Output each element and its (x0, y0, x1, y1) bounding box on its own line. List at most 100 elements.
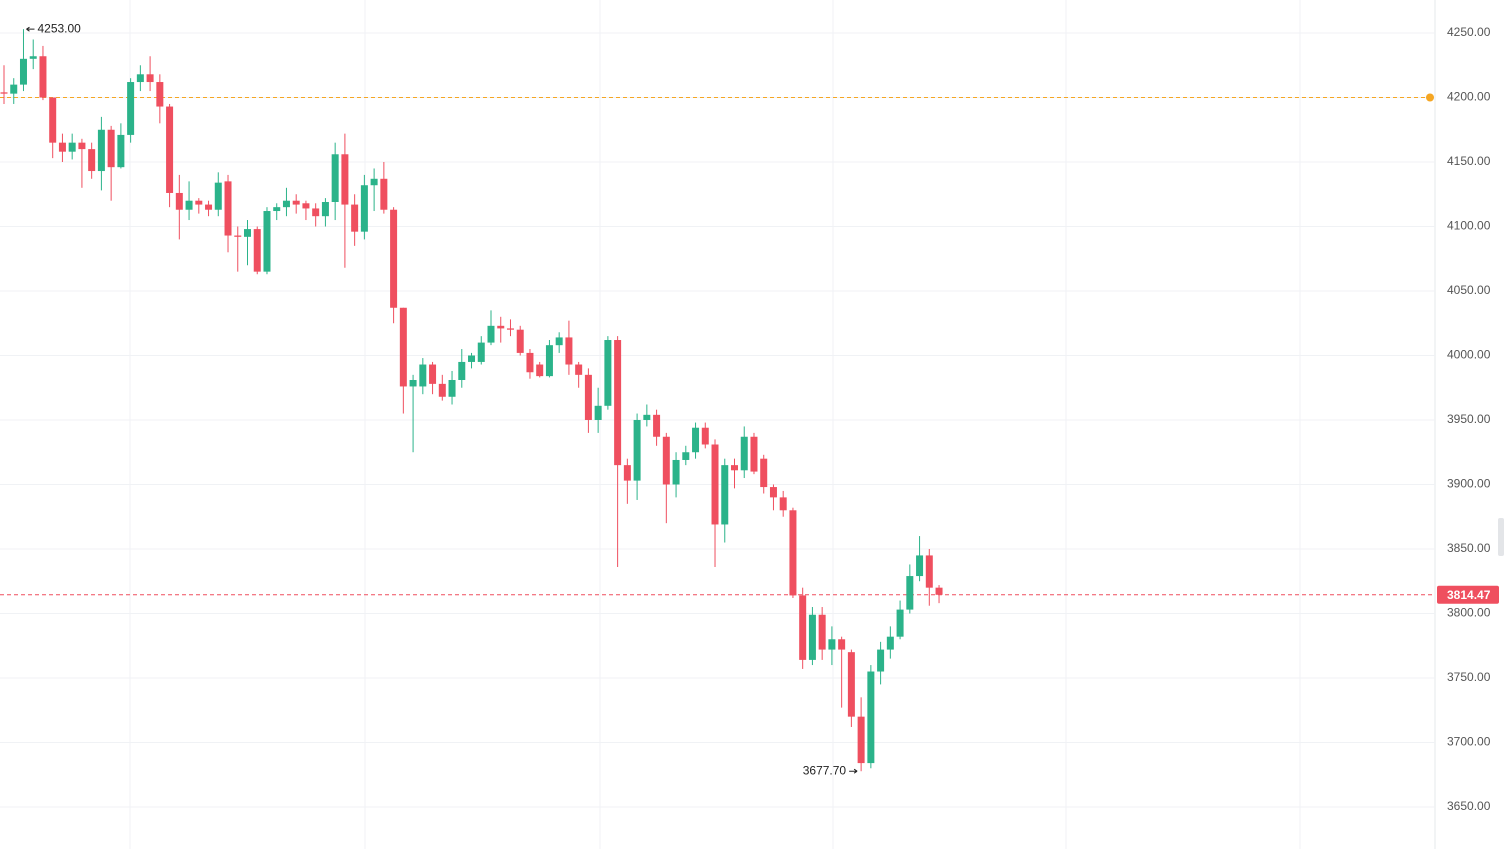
candle-body (0, 92, 8, 94)
high-marker-label: 4253.00 (37, 21, 81, 35)
low-arrow (849, 768, 858, 774)
candle-body (536, 364, 544, 377)
candle-body (672, 459, 680, 485)
y-tick-label: 4050.00 (1447, 283, 1491, 297)
y-tick-label: 4150.00 (1447, 154, 1491, 168)
candle-body (292, 200, 300, 205)
candle-body (136, 74, 144, 83)
candle-body (68, 142, 76, 152)
candle-body (448, 379, 456, 397)
candle-body (857, 716, 865, 764)
candle-body (818, 614, 826, 650)
candle-body (88, 149, 96, 172)
candle-body (438, 383, 446, 397)
candle-body (516, 329, 524, 353)
candle-body (604, 340, 612, 406)
candle-body (234, 235, 242, 237)
candle-body (565, 337, 573, 365)
candle-body (769, 487, 777, 498)
candle-body (127, 82, 135, 135)
candle-body (97, 129, 105, 172)
candle-body (584, 374, 592, 420)
candle-body (750, 436, 758, 472)
candle-body (224, 181, 232, 236)
candle-body (302, 203, 310, 209)
candle-body (623, 465, 631, 481)
y-tick-label: 4200.00 (1447, 90, 1491, 104)
candle-body (506, 328, 514, 330)
candle-body (886, 636, 894, 650)
candle-body (321, 201, 329, 217)
candle-body (19, 58, 27, 85)
candle-body (351, 204, 359, 232)
candle-body (614, 340, 622, 466)
y-tick-label: 3650.00 (1447, 799, 1491, 813)
candle-body (390, 209, 398, 308)
candle-body (341, 154, 349, 205)
y-tick-label: 3850.00 (1447, 541, 1491, 555)
candle-body (633, 419, 641, 481)
y-tick-label: 3800.00 (1447, 606, 1491, 620)
candle-body (497, 325, 505, 329)
candle-body (877, 649, 885, 672)
candle-body (107, 129, 115, 168)
candle-body (789, 510, 797, 596)
candle-body (594, 405, 602, 420)
candle-body (838, 639, 846, 650)
candle-body (195, 200, 203, 205)
y-tick-label: 4000.00 (1447, 348, 1491, 362)
candle-body (906, 576, 914, 610)
candle-body (78, 142, 86, 150)
y-tick-label: 4250.00 (1447, 25, 1491, 39)
candle-body (380, 178, 388, 210)
side-handle[interactable] (1498, 518, 1504, 556)
candle-body (925, 555, 933, 588)
candle-body (263, 211, 271, 272)
candle-body (360, 185, 368, 232)
candle-body (253, 229, 261, 272)
candle-body (477, 342, 485, 362)
candle-body (662, 436, 670, 485)
candle-body (740, 436, 748, 471)
candle-body (711, 444, 719, 525)
candle-body (760, 458, 768, 488)
y-tick-label: 3950.00 (1447, 412, 1491, 426)
candle-body (526, 352, 534, 373)
candle-body (731, 465, 738, 471)
candle-body (643, 414, 651, 420)
candle-body (49, 97, 57, 143)
last-price-label: 3814.47 (1447, 588, 1491, 602)
candle-body (575, 364, 583, 375)
candle-body (867, 671, 875, 764)
candle-body (828, 639, 836, 650)
last-price-badge (1437, 585, 1499, 604)
y-tick-label: 3700.00 (1447, 735, 1491, 749)
candle-body (214, 182, 222, 210)
y-tick-label: 3750.00 (1447, 670, 1491, 684)
candle-body (282, 200, 290, 208)
candle-body (701, 427, 709, 445)
candle-body (185, 200, 193, 210)
candle-body (273, 207, 281, 212)
candle-body (468, 355, 476, 362)
candle-body (555, 337, 563, 346)
candle-body (58, 142, 66, 152)
candle-body (545, 345, 553, 377)
low-marker-label: 3677.70 (803, 763, 847, 777)
candle-body (419, 364, 427, 387)
candle-body (409, 379, 417, 387)
candle-body (156, 82, 164, 107)
candle-body (847, 652, 855, 717)
vertical-grid (129, 0, 1301, 849)
candle-body (721, 465, 729, 525)
candle-body (166, 106, 174, 193)
candle-body (370, 178, 378, 186)
candle-body (487, 325, 495, 343)
candle-body (799, 595, 807, 660)
candle-body (175, 192, 183, 210)
candle-body (682, 452, 690, 460)
y-tick-label: 3900.00 (1447, 477, 1491, 491)
candle-body (916, 555, 924, 577)
candle-body (653, 414, 661, 437)
